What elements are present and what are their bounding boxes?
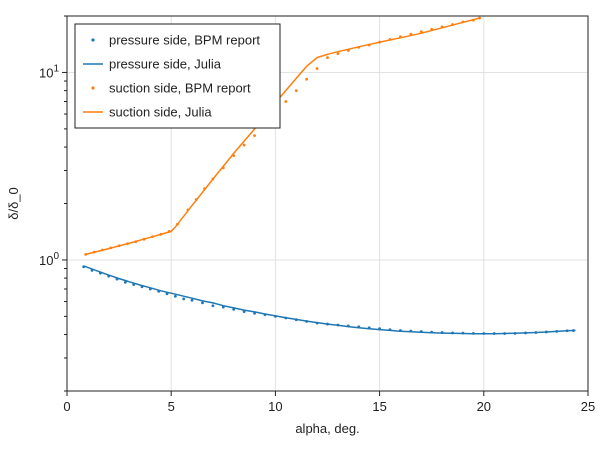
- series-layer: [82, 16, 576, 335]
- data-point-0: [211, 304, 215, 308]
- data-point-2: [315, 67, 319, 70]
- data-point-2: [305, 77, 309, 81]
- x-axis-label: alpha, deg.: [295, 421, 359, 436]
- x-tick-label: 10: [268, 399, 282, 414]
- data-point-2: [336, 52, 340, 56]
- x-tick-label: 20: [477, 399, 491, 414]
- x-tick-label: 0: [63, 399, 70, 414]
- y-axis-label: δ/δ_0: [6, 187, 21, 220]
- data-point-0: [173, 294, 177, 298]
- x-tick-label: 25: [581, 399, 595, 414]
- y-tick-label: 101: [39, 63, 59, 80]
- y-tick-label: 100: [39, 251, 59, 268]
- series-line-1: [83, 265, 576, 335]
- legend-entry-label: suction side, BPM report: [109, 81, 251, 96]
- data-point-0: [182, 297, 186, 301]
- data-point-2: [326, 56, 329, 59]
- legend-marker-swatch: [91, 86, 95, 90]
- ticks: 0 5 10 15 20 25 100 101: [39, 15, 595, 414]
- data-point-0: [190, 298, 194, 302]
- legend: pressure side, BPM report pressure side, …: [74, 23, 281, 129]
- legend-entry-label: suction side, Julia: [109, 105, 212, 120]
- data-point-0: [123, 280, 127, 284]
- data-point-2: [242, 143, 246, 147]
- data-point-0: [201, 301, 204, 305]
- data-point-2: [294, 89, 298, 93]
- legend-marker-swatch: [91, 38, 95, 42]
- legend-entry-label: pressure side, BPM report: [109, 33, 260, 48]
- x-tick-label: 5: [168, 399, 175, 414]
- data-point-2: [253, 134, 256, 138]
- x-tick-label: 15: [372, 399, 386, 414]
- legend-box: [74, 23, 281, 129]
- legend-entry-label: pressure side, Julia: [109, 57, 222, 72]
- data-point-2: [284, 100, 288, 103]
- series-line-3: [85, 17, 480, 256]
